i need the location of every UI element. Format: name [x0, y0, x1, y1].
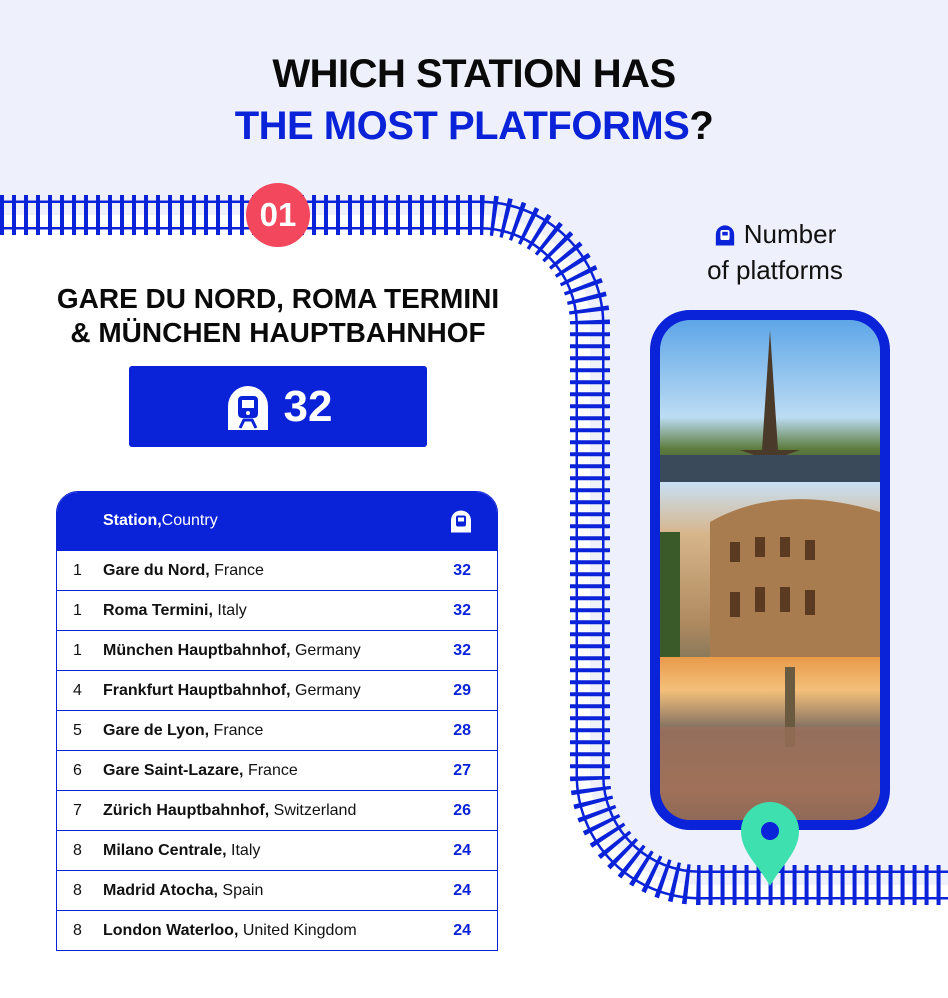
header-station: Station, — [103, 512, 162, 529]
platform-count: 26 — [453, 801, 471, 819]
photo-card — [650, 310, 890, 830]
platform-count: 29 — [453, 681, 471, 699]
table-row: 1 München Hauptbahnhof, Germany 32 — [57, 630, 497, 670]
station-cell: Zürich Hauptbahnhof, Switzerland — [103, 802, 356, 820]
table-row: 5 Gare de Lyon, France 28 — [57, 710, 497, 750]
station-cell: Madrid Atocha, Spain — [103, 882, 263, 900]
rank: 1 — [73, 601, 82, 619]
station-cell: Frankfurt Hauptbahnhof, Germany — [103, 682, 361, 700]
station-name: Roma Termini, — [103, 601, 213, 619]
country: France — [243, 761, 298, 779]
winners-line1: GARE DU NORD, ROMA TERMINI — [56, 283, 500, 314]
train-icon — [715, 225, 734, 246]
winners-line2: & MÜNCHEN HAUPTBAHNHOF — [70, 317, 486, 348]
platform-count: 24 — [453, 841, 471, 859]
platform-count: 32 — [453, 641, 471, 659]
title-suffix: ? — [689, 104, 714, 148]
country: Spain — [217, 881, 264, 899]
title-line2: THE MOST PLATFORMS? — [0, 100, 948, 152]
train-icon — [451, 510, 471, 533]
station-name: Gare du Nord, — [103, 561, 210, 579]
station-cell: Milano Centrale, Italy — [103, 842, 260, 860]
station-cell: London Waterloo, United Kingdom — [103, 922, 357, 940]
table-row: 8 Milano Centrale, Italy 24 — [57, 830, 497, 870]
country: Italy — [226, 841, 261, 859]
rank: 1 — [73, 641, 82, 659]
table-row: 4 Frankfurt Hauptbahnhof, Germany 29 — [57, 670, 497, 710]
country: Switzerland — [269, 801, 357, 819]
table-row: 8 London Waterloo, United Kingdom 24 — [57, 910, 497, 950]
rank: 6 — [73, 761, 82, 779]
platform-count: 27 — [453, 761, 471, 779]
table-row: 7 Zürich Hauptbahnhof, Switzerland 26 — [57, 790, 497, 830]
rank: 7 — [73, 801, 82, 819]
rank: 1 — [73, 561, 82, 579]
table-row: 6 Gare Saint-Lazare, France 27 — [57, 750, 497, 790]
platform-count: 24 — [453, 921, 471, 939]
rank-badge: 01 — [246, 183, 310, 247]
station-name: London Waterloo, — [103, 921, 239, 939]
station-name: Gare de Lyon, — [103, 721, 210, 739]
header-country: Country — [161, 512, 218, 529]
station-name: Milano Centrale, — [103, 841, 227, 859]
train-icon — [227, 385, 268, 430]
winners-heading: GARE DU NORD, ROMA TERMINI & MÜNCHEN HAU… — [20, 282, 536, 350]
rank: 8 — [73, 841, 82, 859]
rank: 8 — [73, 921, 82, 939]
rank: 8 — [73, 881, 82, 899]
station-cell: München Hauptbahnhof, Germany — [103, 642, 361, 660]
munich-photo — [660, 657, 880, 820]
station-name: Frankfurt Hauptbahnhof, — [103, 681, 291, 699]
legend: Number of platforms — [700, 216, 850, 288]
station-cell: Gare du Nord, France — [103, 562, 264, 580]
station-name: Madrid Atocha, — [103, 881, 218, 899]
platform-count: 28 — [453, 721, 471, 739]
country: France — [209, 561, 264, 579]
legend-line2: of platforms — [707, 255, 843, 285]
station-name: München Hauptbahnhof, — [103, 641, 291, 659]
station-name: Zürich Hauptbahnhof, — [103, 801, 270, 819]
platform-count: 32 — [453, 601, 471, 619]
table-row: 8 Madrid Atocha, Spain 24 — [57, 870, 497, 910]
country: United Kingdom — [238, 921, 357, 939]
table-row: 1 Roma Termini, Italy 32 — [57, 590, 497, 630]
location-pin-icon — [741, 802, 799, 886]
country: Italy — [212, 601, 247, 619]
rank: 5 — [73, 721, 82, 739]
table-row: 1 Gare du Nord, France 32 — [57, 550, 497, 590]
top-value: 32 — [283, 381, 333, 431]
table-header: Station, Country — [57, 492, 497, 550]
platform-count: 24 — [453, 881, 471, 899]
country: France — [209, 721, 264, 739]
top-value-box: 32 — [129, 366, 427, 447]
station-cell: Gare de Lyon, France — [103, 722, 263, 740]
station-name: Gare Saint-Lazare, — [103, 761, 244, 779]
platform-count: 32 — [453, 561, 471, 579]
station-cell: Gare Saint-Lazare, France — [103, 762, 298, 780]
country: Germany — [290, 641, 361, 659]
country: Germany — [290, 681, 361, 699]
colosseum-photo — [660, 482, 880, 657]
station-cell: Roma Termini, Italy — [103, 602, 247, 620]
title-line1: WHICH STATION HAS — [272, 52, 676, 96]
legend-line1: Number — [743, 219, 837, 249]
platforms-table: Station, Country 1 Gare du Nord, France 32… — [56, 491, 498, 951]
page-title: WHICH STATION HAS THE MOST PLATFORMS? — [0, 48, 948, 152]
eiffel-tower-photo — [660, 320, 880, 482]
rank: 4 — [73, 681, 82, 699]
title-highlight: THE MOST PLATFORMS — [234, 104, 690, 148]
